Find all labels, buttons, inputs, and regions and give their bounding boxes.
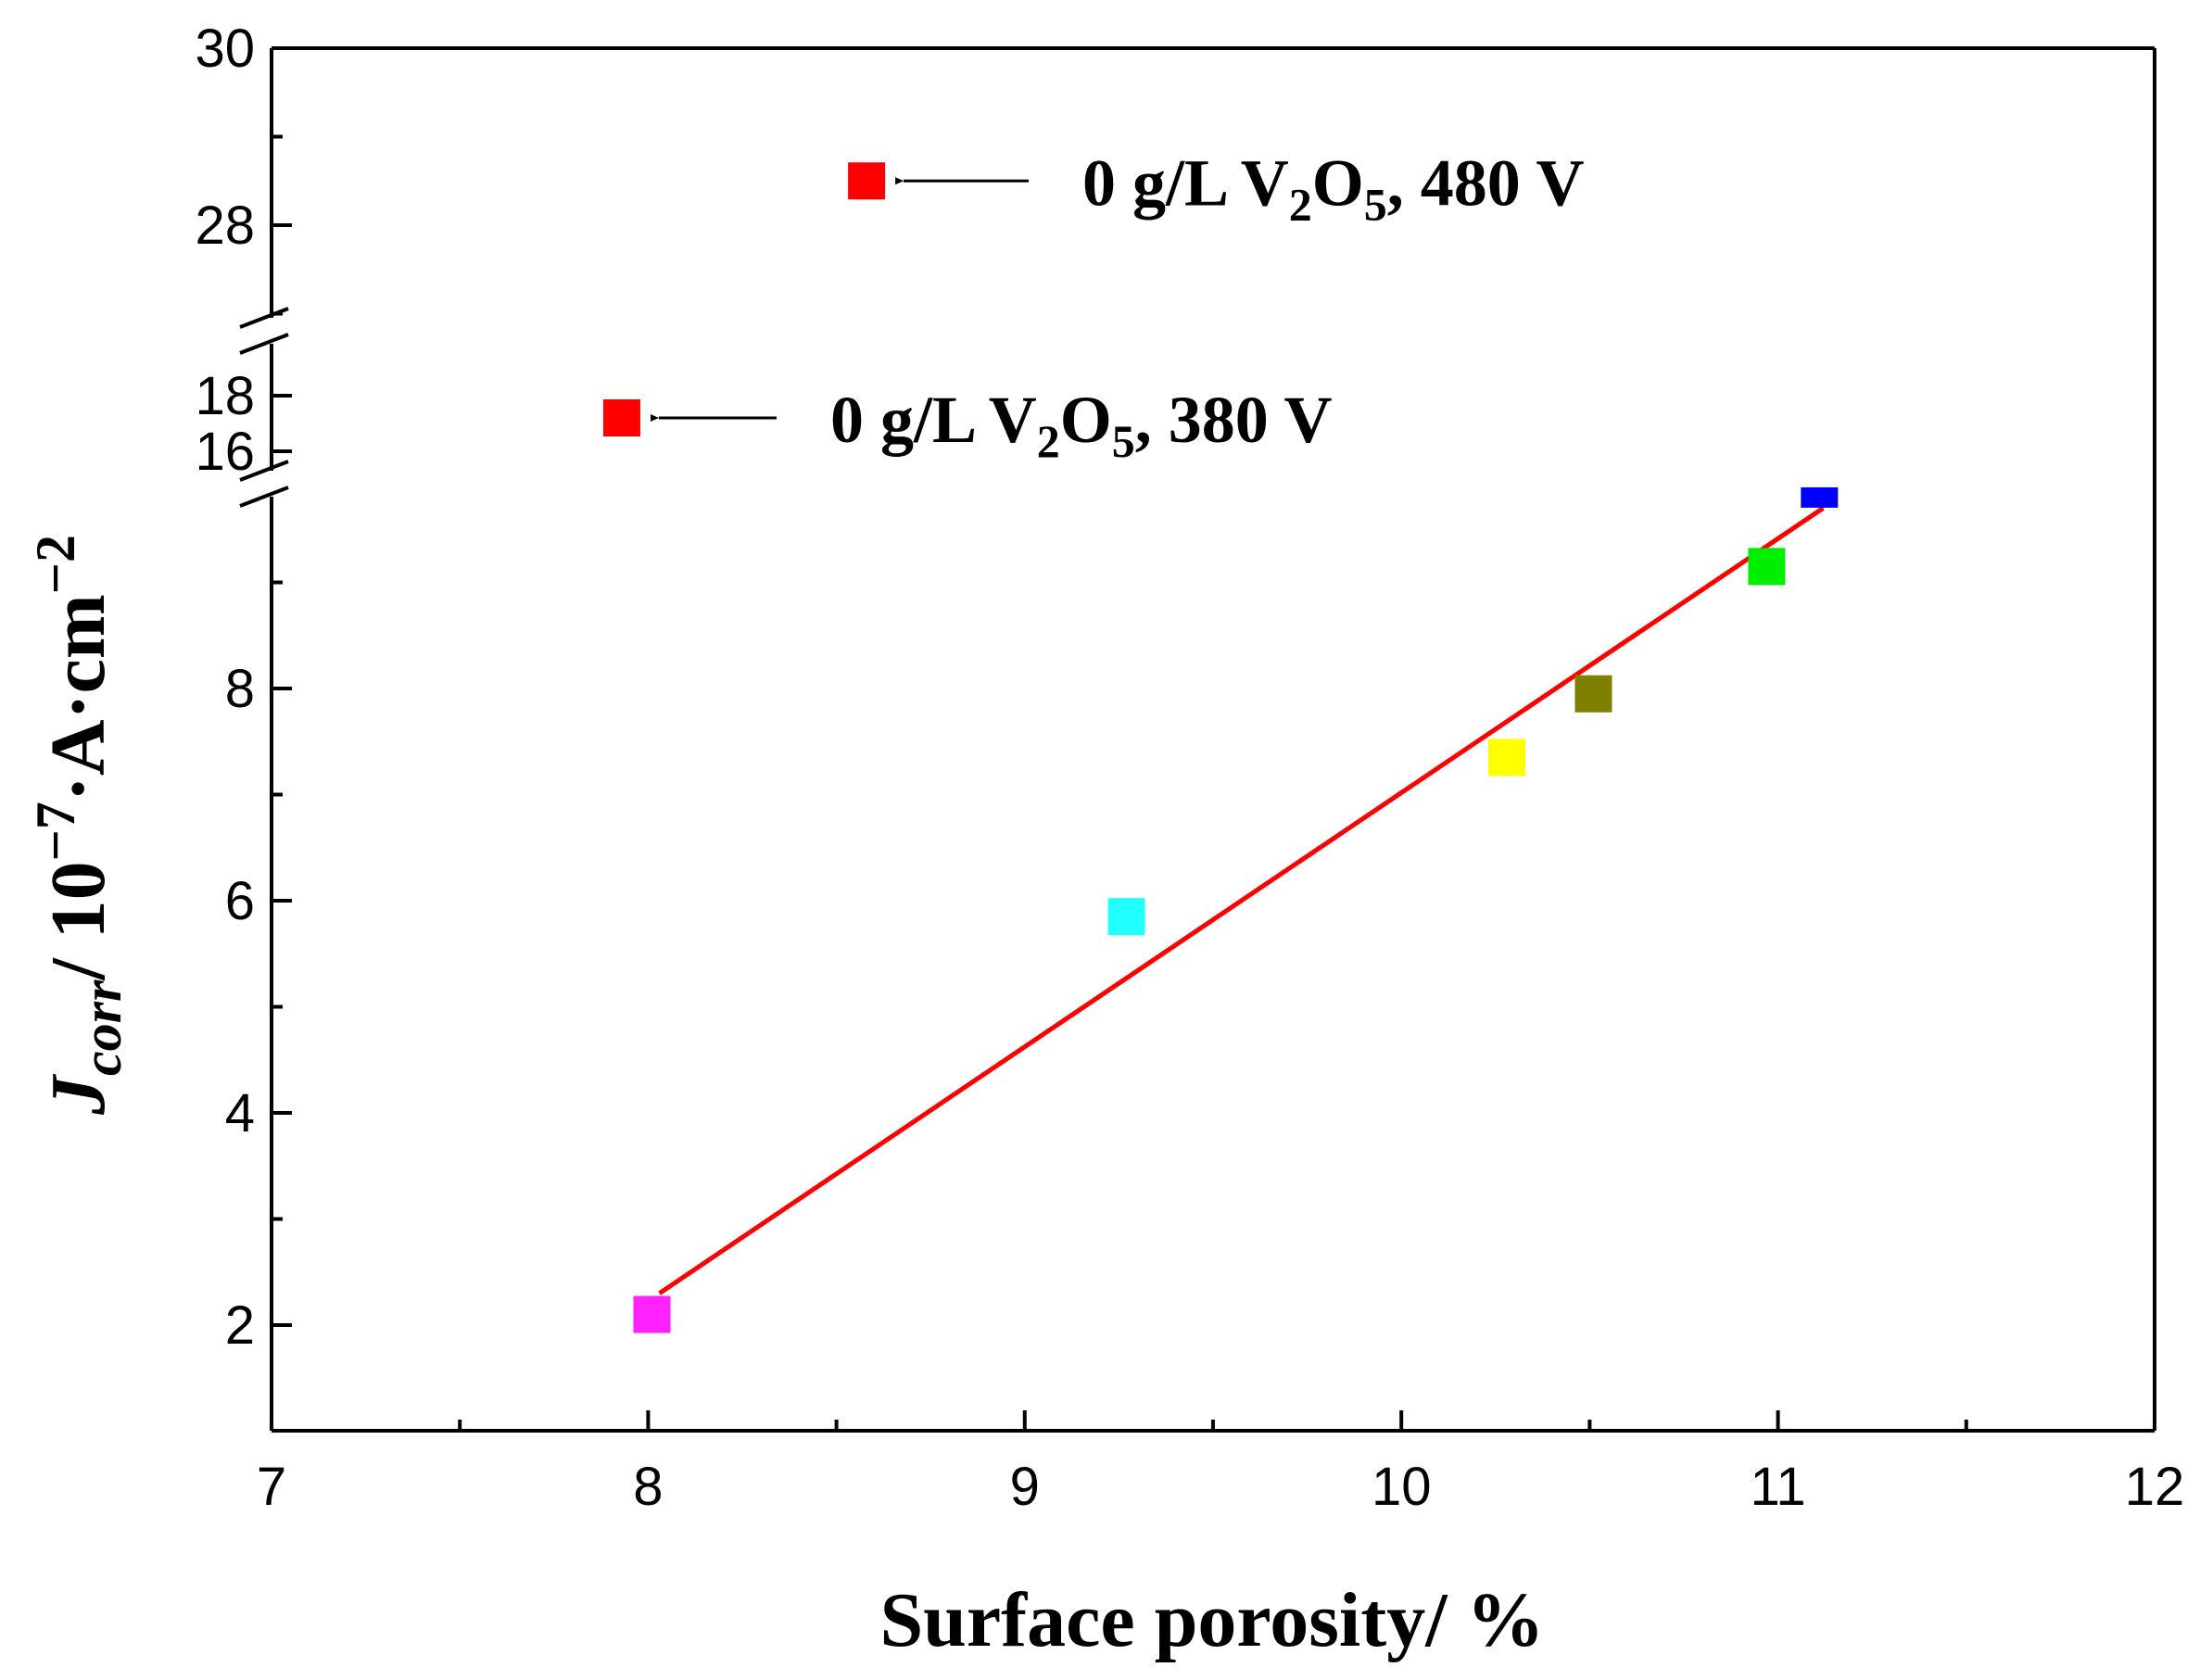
x-tick-label: 11 — [1750, 1457, 1805, 1517]
annotation-label-part: 2 — [1037, 415, 1060, 467]
annotation-label-part: O — [1060, 383, 1112, 457]
data-point — [1801, 486, 1839, 508]
y-tick-label: 6 — [225, 871, 255, 931]
fit-line — [658, 506, 1825, 1295]
data-point — [1748, 548, 1786, 586]
x-tick-label: 9 — [1010, 1457, 1040, 1517]
axis-break-mark — [239, 333, 289, 355]
x-axis-title: Surface porosity/ % — [879, 1577, 1544, 1663]
y-axis-title-unit: ·A·cm — [35, 594, 121, 802]
annotation-label-part: 0 g/L V — [830, 383, 1037, 457]
y-axis-title-j: J — [35, 1073, 121, 1116]
annotation-label-part: , 380 V — [1135, 383, 1333, 457]
y-tick-label: 8 — [225, 659, 255, 719]
y-axis-title-sub: corr — [71, 979, 133, 1076]
annotation-label-part: , 480 V — [1387, 145, 1585, 220]
annotation-label-part: 0 g/L V — [1082, 145, 1289, 220]
x-tick-label: 10 — [1372, 1457, 1432, 1517]
annotation-label: 0 g/L V2O5, 480 V — [1082, 145, 1584, 230]
y-tick-label: 16 — [195, 422, 255, 482]
y-tick-label: 4 — [225, 1083, 255, 1143]
y-axis-title-sup1: −7 — [25, 802, 86, 861]
y-axis-title-mid: / 10 — [35, 861, 121, 980]
outlier-point — [602, 399, 640, 436]
y-tick-label: 30 — [195, 19, 255, 79]
annotation-label-part: 5 — [1112, 415, 1135, 467]
annotation-label: 0 g/L V2O5, 380 V — [830, 383, 1332, 467]
fit-line-group — [658, 506, 1825, 1295]
y-axis-title: Jcorr/ 10−7·A·cm−2 — [25, 535, 133, 1116]
data-point — [1487, 739, 1525, 777]
axis-break-mark — [239, 460, 289, 482]
x-tick-label: 12 — [2125, 1457, 2185, 1517]
annotation-label-part: 5 — [1364, 178, 1387, 230]
y-tick-label: 28 — [195, 196, 255, 256]
data-point — [633, 1295, 671, 1333]
x-tick-label: 8 — [633, 1457, 663, 1517]
plot-frame — [239, 46, 2156, 1433]
annotations: 0 g/L V2O5, 480 V0 g/L V2O5, 380 V — [650, 145, 1584, 467]
axis-break-mark — [239, 486, 289, 508]
y-tick-label: 18 — [195, 366, 255, 426]
annotation-label-part: O — [1312, 145, 1364, 220]
y-axis-title-sup2: −2 — [25, 535, 86, 594]
x-tick-label: 7 — [257, 1457, 286, 1517]
outlier-point — [848, 162, 886, 200]
axis-break-mark — [239, 307, 289, 329]
y-tick-label: 2 — [225, 1295, 255, 1356]
annotation-label-part: 2 — [1289, 178, 1312, 230]
data-point — [1574, 675, 1612, 713]
data-point — [1107, 898, 1145, 936]
data-points — [602, 162, 1839, 1333]
